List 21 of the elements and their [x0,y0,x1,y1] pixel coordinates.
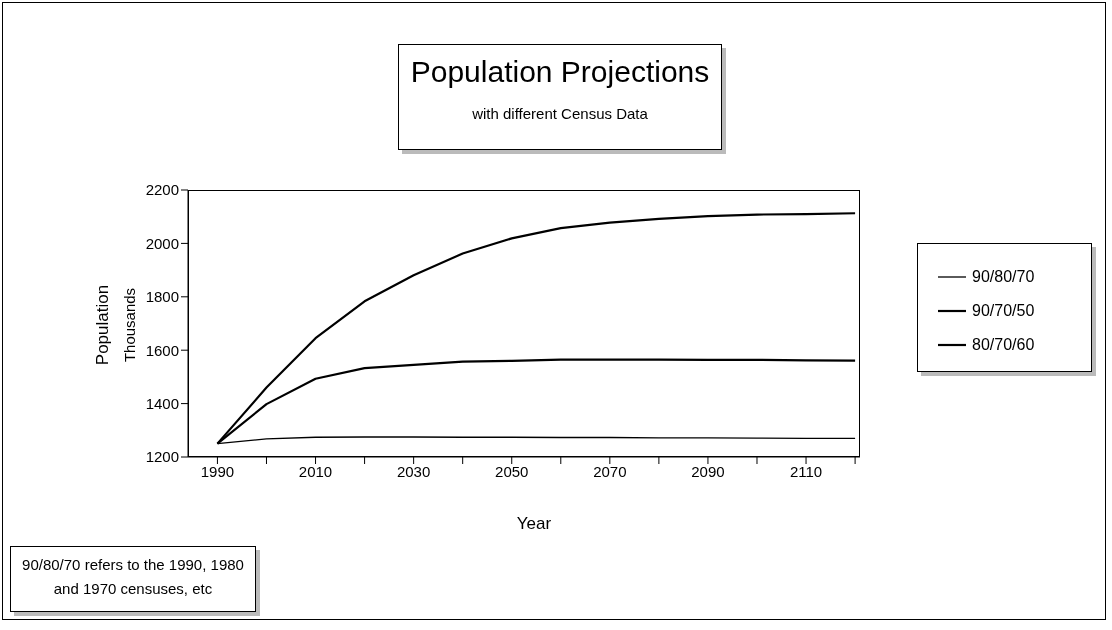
y-tick-label: 1200 [145,448,179,466]
chart-subtitle: with different Census Data [471,105,649,122]
x-tick-label: 2010 [298,462,333,480]
y-tick-label: 1600 [145,341,179,359]
y-tick-label: 1400 [145,394,179,412]
x-tick-label: 1990 [200,462,235,480]
x-tick-label: 2030 [396,462,431,480]
legend-label: 90/70/50 [972,302,1035,320]
y-tick-label: 2000 [145,234,179,252]
legend-label: 80/70/60 [972,336,1035,354]
x-tick-label: 2070 [593,462,627,480]
x-axis-title: Year [515,514,553,534]
y-axis-title: Population Thousands [93,283,139,368]
chart-title: Population Projections [409,55,711,89]
x-tick-label: 2050 [495,462,529,480]
y-tick-label: 2200 [145,181,179,199]
legend-label: 90/80/70 [972,268,1035,286]
x-tick-label: 2110 [789,462,823,480]
y-tick-label: 1800 [145,288,179,306]
x-tick-label: 2090 [691,462,725,480]
text: 90/80/70 refers to the 1990, 1980 and 1970 censuses, etc [10,546,256,612]
